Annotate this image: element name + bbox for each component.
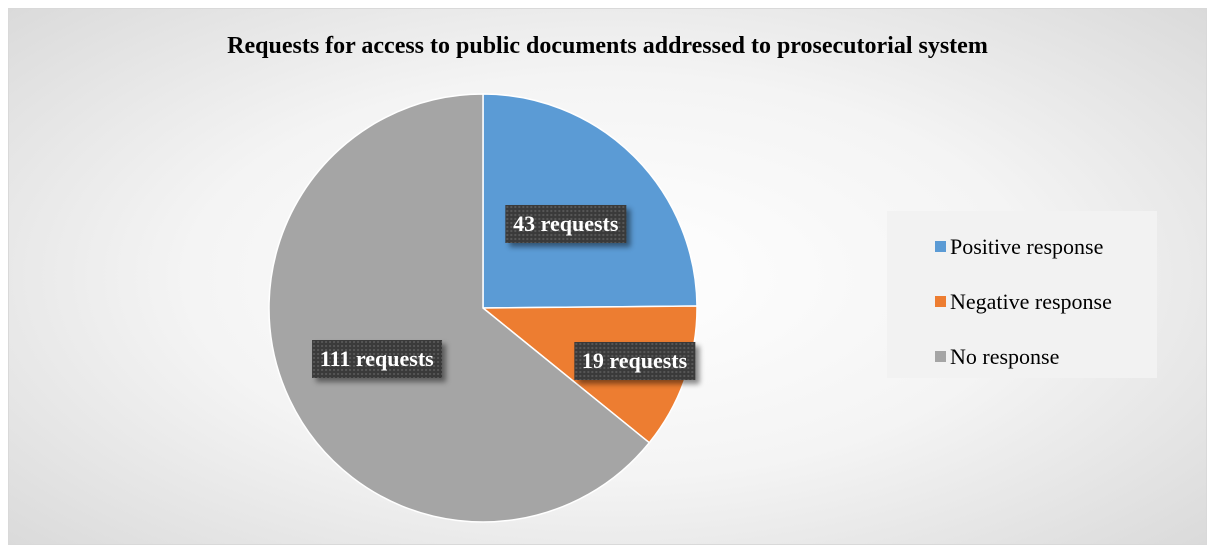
legend: Positive response Negative response No r… [887, 211, 1157, 378]
legend-label-none: No response [950, 343, 1060, 369]
pie-slice-positive [482, 93, 698, 309]
legend-swatch-none [935, 351, 946, 362]
chart-title: Requests for access to public documents … [227, 33, 988, 59]
legend-swatch-negative [935, 296, 946, 307]
legend-label-negative: Negative response [950, 288, 1112, 314]
data-label-none: 111 requests [311, 339, 442, 378]
legend-item-none: No response [935, 338, 1157, 375]
pie-slice-none [268, 93, 651, 523]
data-label-positive: 43 requests [505, 205, 627, 244]
legend-swatch-positive [935, 241, 946, 252]
legend-item-positive: Positive response [935, 228, 1157, 265]
legend-label-positive: Positive response [950, 233, 1104, 259]
chart-area: Requests for access to public documents … [8, 8, 1207, 545]
legend-item-negative: Negative response [935, 283, 1157, 320]
data-label-negative: 19 requests [573, 341, 696, 380]
